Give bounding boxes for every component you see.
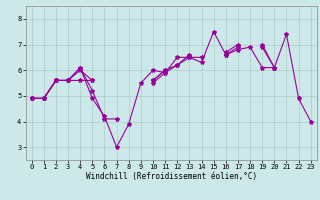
X-axis label: Windchill (Refroidissement éolien,°C): Windchill (Refroidissement éolien,°C) — [86, 172, 257, 181]
